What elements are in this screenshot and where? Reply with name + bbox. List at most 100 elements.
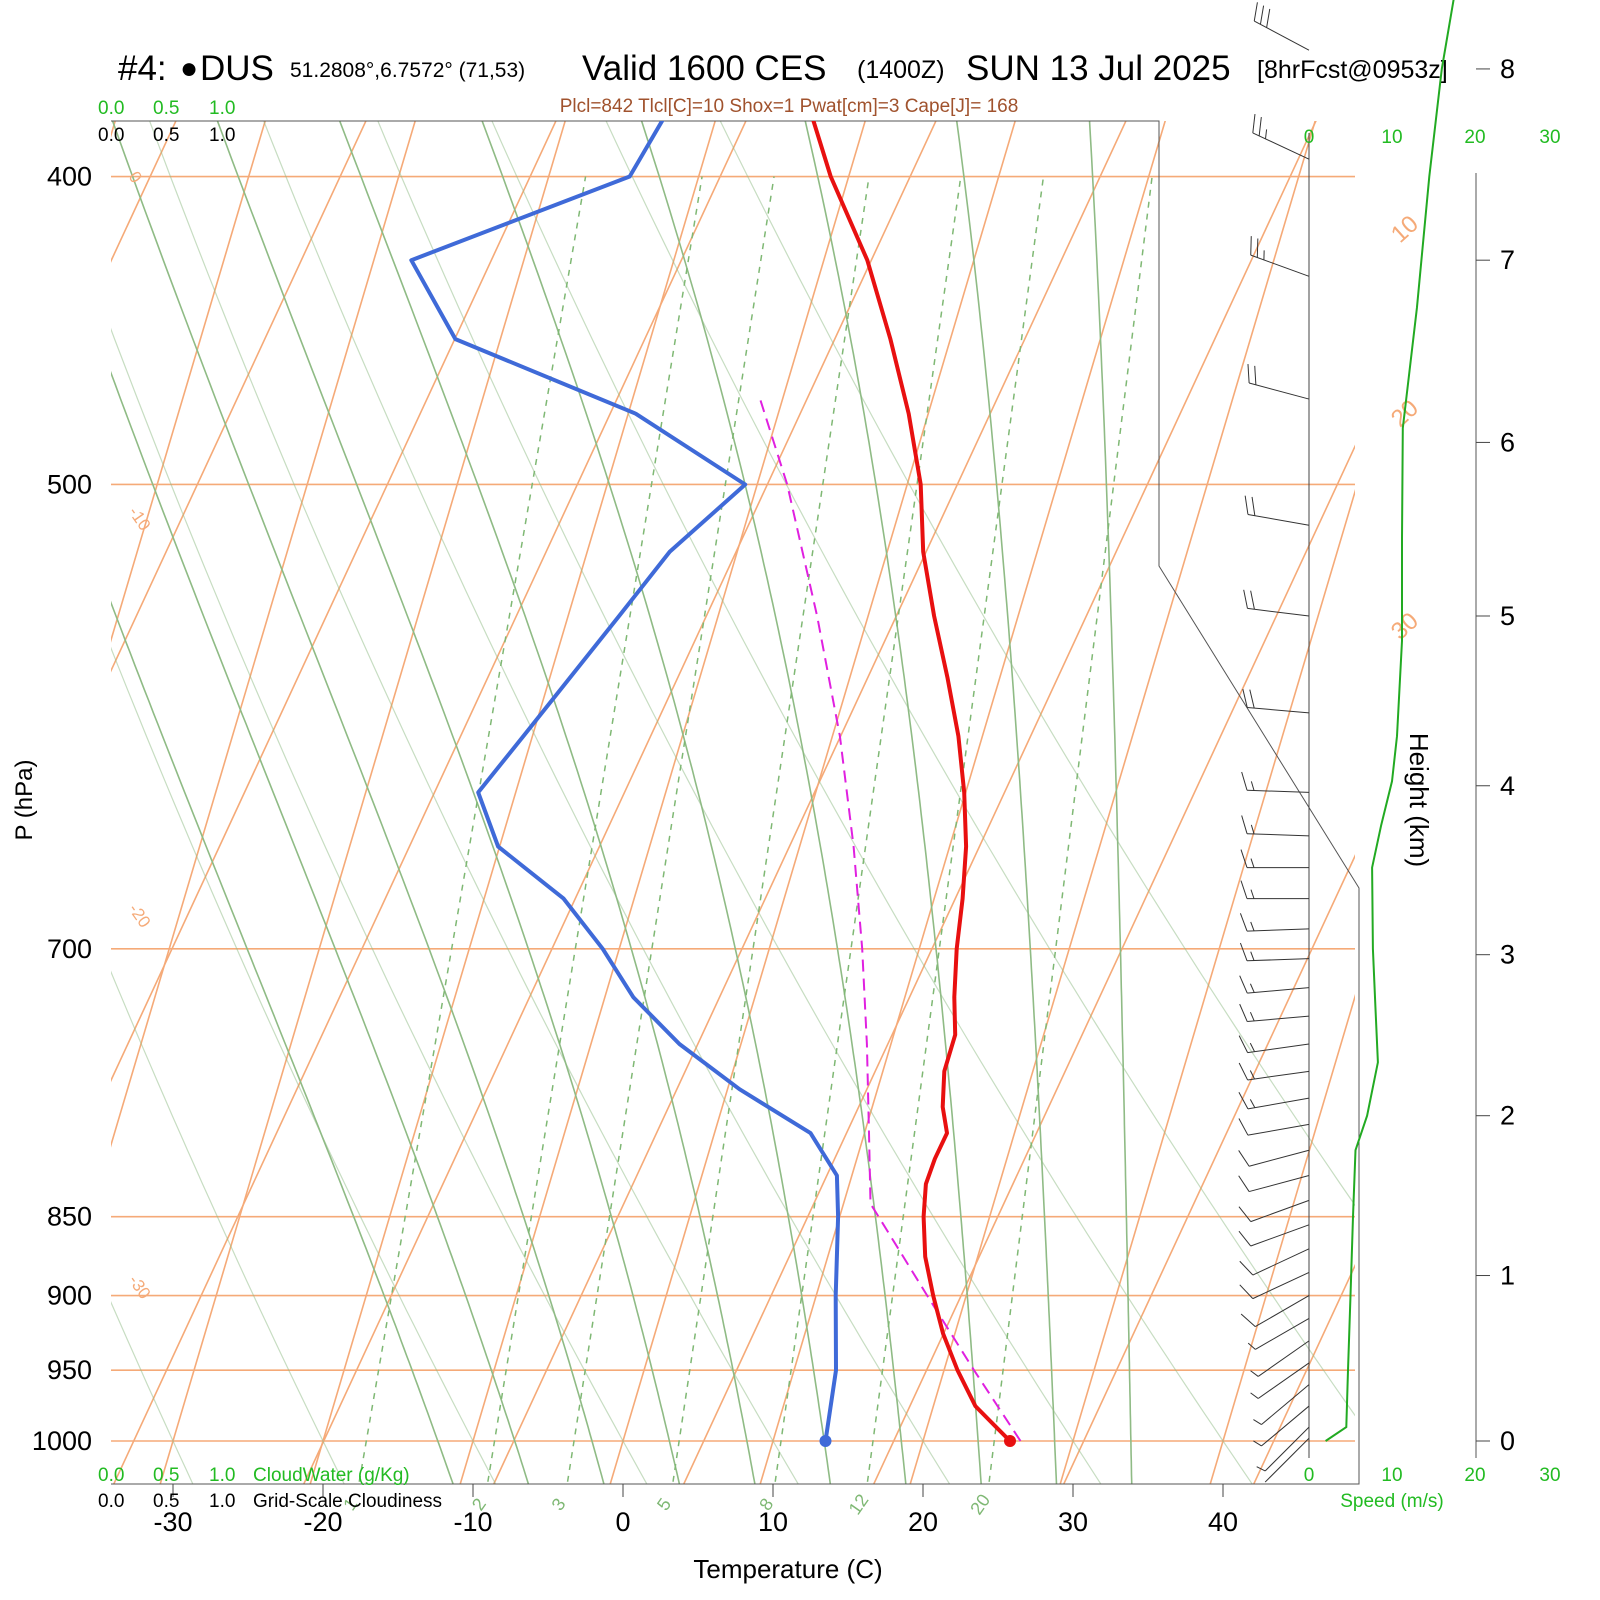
barb-shaft — [1250, 1199, 1310, 1223]
speed-tick-top: 20 — [1464, 127, 1485, 148]
barb-flag — [1250, 236, 1252, 256]
barb-flag — [1243, 589, 1248, 609]
barb-flag — [1239, 913, 1248, 932]
temperature-tick-label: 10 — [758, 1507, 788, 1537]
isotherm-line — [111, 121, 417, 1148]
barb-shaft — [1254, 20, 1310, 51]
wind-barb — [1253, 2, 1310, 51]
pressure-tick-label: 400 — [47, 162, 92, 192]
barb-flag — [1240, 880, 1248, 899]
barb-flag — [1239, 942, 1248, 961]
speed-tick-bottom: 20 — [1464, 1465, 1485, 1486]
temperature-tick-label: 30 — [1058, 1507, 1088, 1537]
wind-barb — [1240, 880, 1309, 900]
moist-adiabat — [640, 121, 907, 1484]
height-axis-label: Height (km) — [1404, 733, 1434, 867]
barb-flag — [1238, 1230, 1252, 1247]
dry-adiabat — [111, 327, 648, 1484]
grid-diagonal — [1441, 110, 1600, 1490]
temperature-ticks: -30 -20 -10 0 10 20 30 40 — [153, 1484, 1238, 1537]
barb-flag — [1239, 1260, 1254, 1276]
barb-half-flag — [1249, 1099, 1256, 1108]
temperature-tick-label: 0 — [615, 1507, 630, 1537]
station-coords: 51.2808°,6.7572° (71,53) — [290, 59, 525, 82]
wind-barb — [1238, 1035, 1310, 1054]
barb-shaft — [1247, 789, 1310, 793]
height-tick-label: 3 — [1500, 940, 1515, 970]
grid-diagonal — [872, 444, 1355, 1484]
dry-adiabat — [719, 121, 1355, 1207]
cloudiness-top-1: 1.0 — [209, 125, 235, 146]
barb-flag — [1241, 771, 1248, 791]
height-tick-label: 7 — [1500, 245, 1515, 275]
cloudiness-bot-0: 0.0 — [98, 1491, 124, 1512]
isotherm-line — [309, 121, 717, 1484]
cloud-scales: 0.0 0.5 1.0 0.0 0.5 1.0 0.0 0.5 1.0 Clou… — [98, 98, 442, 1512]
station-id: #4: — [118, 49, 167, 88]
wind-barb — [1240, 1295, 1310, 1328]
moist-adiabat — [804, 121, 982, 1484]
isotherm-line — [1059, 489, 1355, 1484]
barb-half-flag — [1247, 1342, 1256, 1350]
barb-flag — [1266, 8, 1271, 28]
grid-diagonal — [302, 121, 937, 1484]
barb-shaft — [1248, 382, 1310, 400]
grid-diagonal — [1062, 854, 1355, 1484]
barb-flag — [1238, 1062, 1249, 1081]
barb-half-flag — [1250, 1370, 1259, 1377]
barb-half-flag — [1250, 858, 1255, 868]
barb-half-flag — [1250, 951, 1255, 961]
moist-adiabat — [338, 121, 756, 1484]
wind-barb — [1238, 1199, 1310, 1223]
wind-barb — [1238, 1091, 1310, 1110]
barb-shaft — [1257, 1362, 1310, 1399]
pressure-tick-label: 900 — [47, 1281, 92, 1311]
barb-shaft — [1248, 1175, 1310, 1193]
barb-shaft — [1247, 706, 1310, 714]
mixing-ratio-line — [487, 176, 703, 1482]
barb-flag — [1239, 1284, 1254, 1299]
dry-adiabat — [111, 646, 497, 1484]
barb-flag — [1238, 1091, 1249, 1110]
isotherm-line — [909, 121, 1317, 1484]
temperature-tick-label: -20 — [303, 1507, 342, 1537]
barb-flag — [1239, 975, 1248, 994]
barb-half-flag — [1250, 921, 1255, 932]
dewpoint-profile-line — [409, 121, 841, 1442]
wind-barb — [1239, 975, 1310, 994]
moist-adiabat — [216, 121, 681, 1484]
barb-half-flag — [1249, 1012, 1255, 1022]
isotherm-label: -20 — [125, 900, 155, 931]
wind-barb — [1239, 1003, 1310, 1023]
dry-adiabat — [111, 970, 345, 1484]
cloudwater-top-1: 1.0 — [209, 98, 235, 119]
isotherm-line — [459, 121, 867, 1484]
stability-indices: Plcl=842 Tlcl[C]=10 Shox=1 Pwat[cm]=3 Ca… — [560, 96, 1019, 117]
barb-shaft — [1247, 958, 1310, 962]
barb-shaft — [1247, 1097, 1310, 1110]
mixing-ratio-line — [566, 176, 775, 1482]
moist-adiabat — [111, 121, 605, 1484]
barb-flag — [1240, 849, 1248, 868]
pressure-tick-label: 500 — [47, 469, 92, 499]
isotherm-line — [1209, 993, 1355, 1484]
barb-shaft — [1247, 1070, 1310, 1081]
grid-diagonal — [112, 121, 747, 1484]
speed-axis-label: Speed (m/s) — [1340, 1491, 1443, 1512]
wind-barb — [1253, 1384, 1310, 1425]
wind-barb — [1239, 913, 1310, 932]
temperature-tick-label: -10 — [453, 1507, 492, 1537]
wind-barb — [1238, 1062, 1310, 1081]
wind-barb — [1244, 495, 1310, 526]
wind-barb — [1238, 1149, 1310, 1167]
pressure-tick-label: 1000 — [32, 1426, 92, 1456]
cloudiness-top-05: 0.5 — [153, 125, 179, 146]
mixing-ratio-label: 5 — [653, 1495, 675, 1515]
temperature-tick-label: 40 — [1208, 1507, 1238, 1537]
cloudwater-top-05: 0.5 — [153, 98, 179, 119]
barb-half-flag — [1250, 889, 1255, 899]
dry-adiabat — [0, 0, 46, 1495]
barb-half-flag — [1249, 1042, 1255, 1052]
isotherm-line — [159, 121, 567, 1484]
barb-shaft — [1255, 1295, 1310, 1328]
